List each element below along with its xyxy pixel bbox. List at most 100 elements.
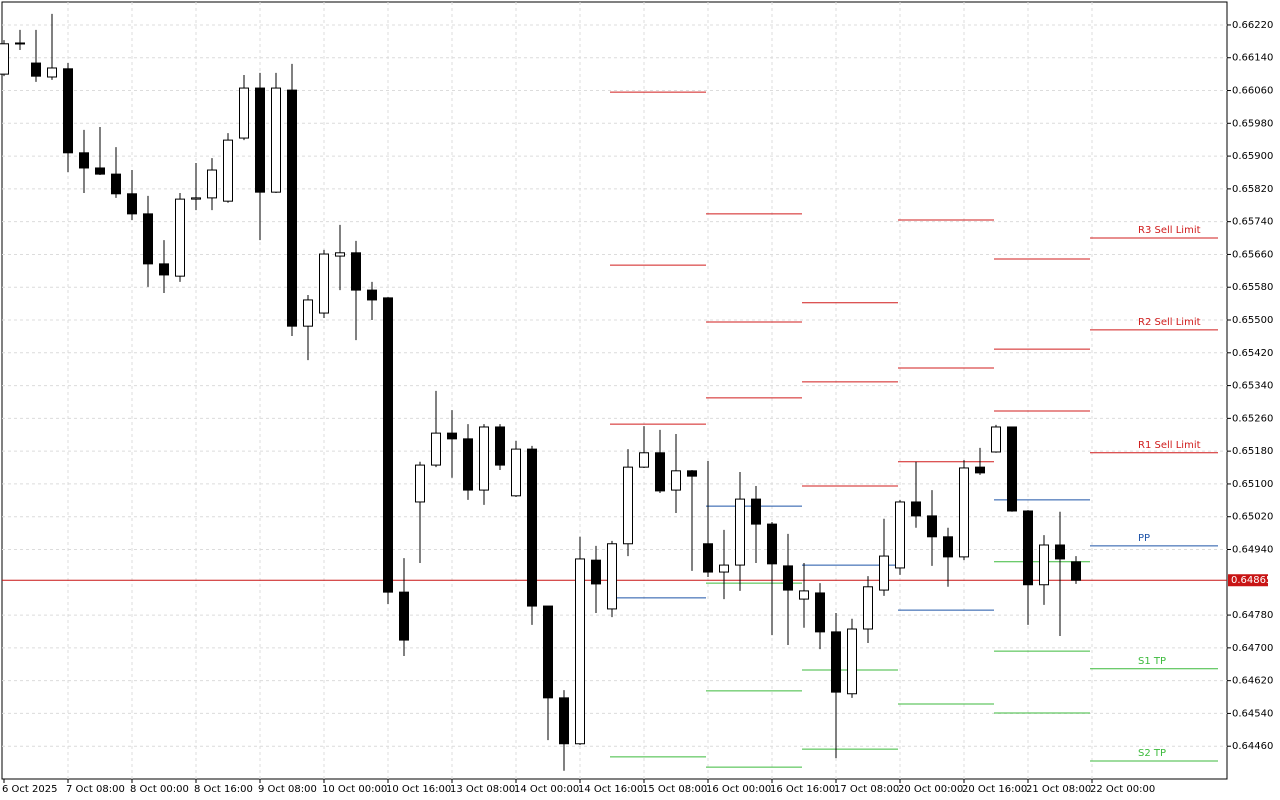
candle-body xyxy=(319,253,329,314)
candle-body xyxy=(687,470,697,477)
x-tick-label: 14 Oct 16:00 xyxy=(578,784,643,795)
pivot-label: R1 Sell Limit xyxy=(1138,440,1201,451)
candle-body xyxy=(367,289,377,301)
candle-body xyxy=(911,501,921,517)
x-tick-label: 6 Oct 2025 xyxy=(2,784,57,795)
x-tick-label: 14 Oct 00:00 xyxy=(514,784,579,795)
candle-body xyxy=(975,466,985,474)
candle-body xyxy=(335,252,345,257)
x-tick-label: 10 Oct 00:00 xyxy=(322,784,387,795)
candle-body xyxy=(159,263,169,276)
candle-body xyxy=(463,438,473,491)
candle-body xyxy=(655,452,665,492)
candle-body xyxy=(271,87,281,193)
candle-body xyxy=(175,198,185,277)
candle-body xyxy=(527,448,537,607)
x-tick-label: 20 Oct 00:00 xyxy=(898,784,963,795)
candle-body xyxy=(1071,561,1081,581)
x-tick-label: 15 Oct 08:00 xyxy=(642,784,707,795)
candle-body xyxy=(47,67,57,78)
pivot-label: R2 Sell Limit xyxy=(1138,317,1201,328)
candle-body xyxy=(223,139,233,202)
y-tick-label: 0.65900 xyxy=(1232,151,1273,162)
y-tick-label: 0.64620 xyxy=(1232,676,1273,687)
candle-body xyxy=(447,432,457,440)
x-tick-label: 8 Oct 16:00 xyxy=(194,784,253,795)
y-tick-label: 0.65500 xyxy=(1232,315,1273,326)
y-tick-label: 0.64780 xyxy=(1232,610,1273,621)
x-tick-label: 7 Oct 08:00 xyxy=(66,784,125,795)
x-tick-label: 10 Oct 16:00 xyxy=(386,784,451,795)
current-price-label: 0.64865 xyxy=(1231,575,1272,586)
y-tick-label: 0.65100 xyxy=(1232,479,1273,490)
candle-body xyxy=(959,467,969,558)
candle-body xyxy=(991,426,1001,453)
x-tick-label: 8 Oct 00:00 xyxy=(130,784,189,795)
y-tick-label: 0.65420 xyxy=(1232,348,1273,359)
candle-body xyxy=(607,543,617,610)
candle-body xyxy=(239,87,249,139)
candle-body xyxy=(191,197,201,200)
candle-body xyxy=(127,193,137,215)
candle-body xyxy=(543,605,553,699)
candle-body xyxy=(671,470,681,491)
y-tick-label: 0.66140 xyxy=(1232,53,1273,64)
candle-body xyxy=(863,586,873,630)
candle-body xyxy=(783,565,793,591)
candle-body xyxy=(0,43,9,75)
candle-body xyxy=(847,628,857,695)
plot-frame xyxy=(1,1,1228,780)
candle-body xyxy=(143,213,153,265)
candle-body xyxy=(591,559,601,585)
candle-body xyxy=(1007,426,1017,512)
candle-body xyxy=(639,452,649,468)
candle-body xyxy=(703,543,713,573)
candle-body xyxy=(623,466,633,545)
pivot-label: R3 Sell Limit xyxy=(1138,225,1201,236)
x-tick-label: 22 Oct 00:00 xyxy=(1090,784,1155,795)
candle-body xyxy=(735,498,745,566)
candle-body xyxy=(943,536,953,558)
y-tick-label: 0.64540 xyxy=(1232,708,1273,719)
candle-body xyxy=(751,498,761,525)
candle-body xyxy=(815,592,825,633)
x-tick-label: 16 Oct 00:00 xyxy=(706,784,771,795)
candle-body xyxy=(895,501,905,569)
candle-body xyxy=(927,515,937,538)
candle-body xyxy=(79,152,89,169)
candle-body xyxy=(559,697,569,745)
y-tick-label: 0.65980 xyxy=(1232,118,1273,129)
candle-body xyxy=(255,87,265,193)
x-tick-label: 17 Oct 08:00 xyxy=(834,784,899,795)
y-tick-label: 0.65740 xyxy=(1232,217,1273,228)
pivot-label: S1 TP xyxy=(1138,656,1166,667)
candle-body xyxy=(351,252,361,291)
y-tick-label: 0.65180 xyxy=(1232,446,1273,457)
x-tick-label: 9 Oct 08:00 xyxy=(258,784,317,795)
y-tick-label: 0.66220 xyxy=(1232,20,1273,31)
pivot-label: PP xyxy=(1138,533,1150,544)
candle-body xyxy=(1055,544,1065,560)
y-tick-label: 0.64460 xyxy=(1232,741,1273,752)
candle-body xyxy=(575,558,585,745)
y-tick-label: 0.65820 xyxy=(1232,184,1273,195)
candle-body xyxy=(431,432,441,466)
y-tick-label: 0.65020 xyxy=(1232,512,1273,523)
x-tick-label: 21 Oct 08:00 xyxy=(1026,784,1091,795)
candle-body xyxy=(303,299,313,327)
candle-body xyxy=(1039,544,1049,586)
y-tick-label: 0.65580 xyxy=(1232,282,1273,293)
candle-body xyxy=(15,42,25,45)
x-tick-label: 13 Oct 08:00 xyxy=(450,784,515,795)
candle-body xyxy=(415,464,425,503)
candle-body xyxy=(95,167,105,175)
candle-body xyxy=(479,426,489,491)
y-tick-label: 0.64700 xyxy=(1232,643,1273,654)
candle-body xyxy=(879,555,889,591)
candle-body xyxy=(719,564,729,573)
x-tick-label: 16 Oct 16:00 xyxy=(770,784,835,795)
candle-body xyxy=(399,591,409,641)
y-tick-label: 0.64940 xyxy=(1232,545,1273,556)
y-tick-label: 0.65660 xyxy=(1232,249,1273,260)
